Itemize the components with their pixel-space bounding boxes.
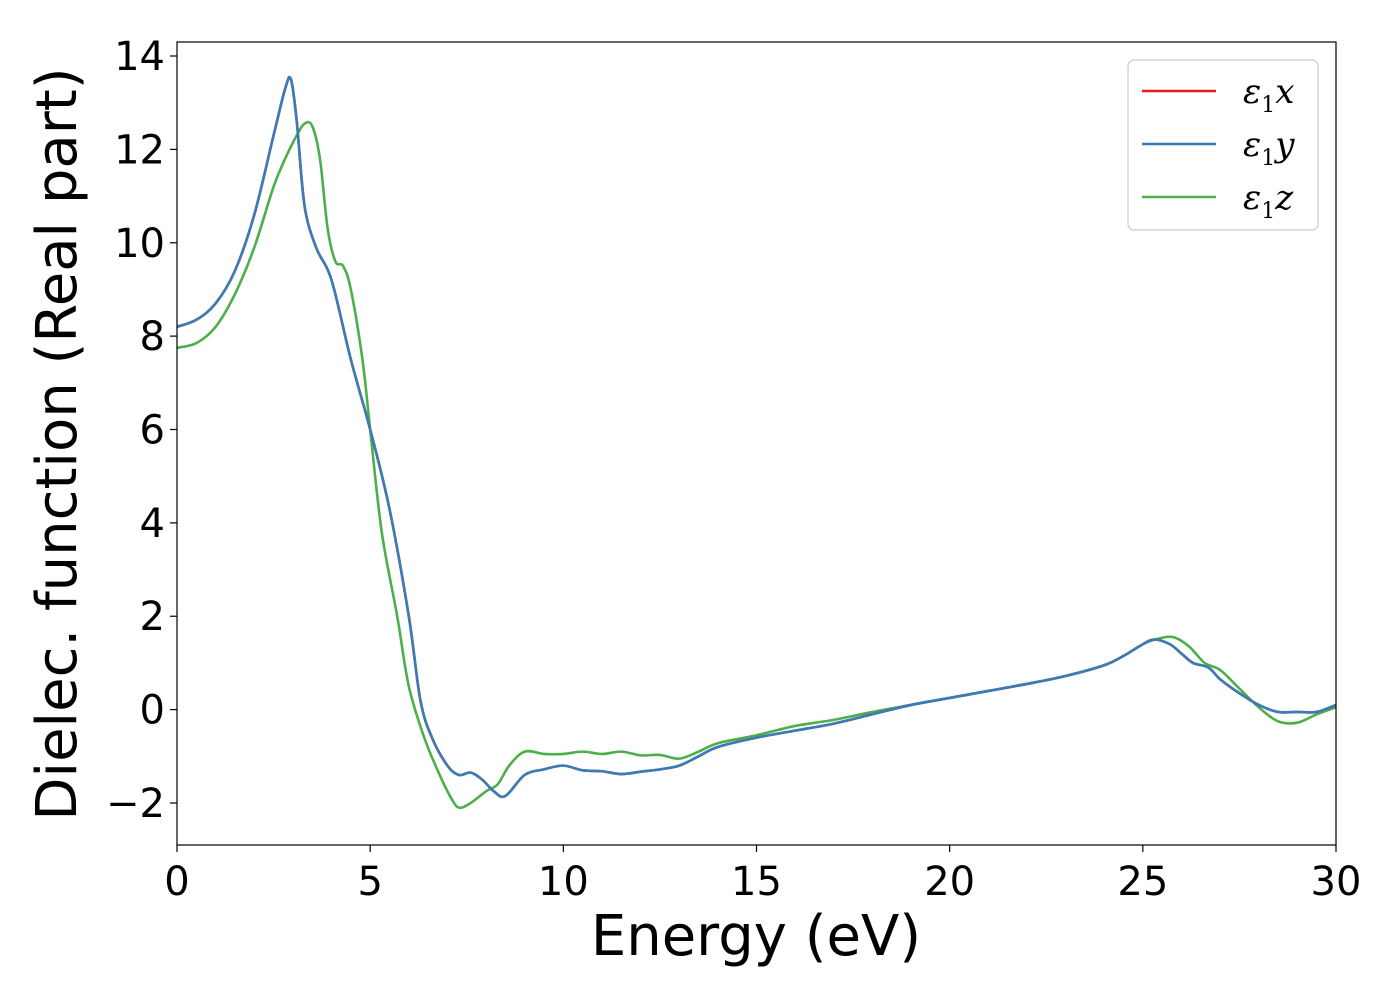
legend-subscript: 1 <box>1261 199 1275 224</box>
y-tick-label: −2 <box>106 781 165 827</box>
y-tick-label: 12 <box>114 127 165 173</box>
y-tick-label: 6 <box>140 407 165 453</box>
legend-label-y: ε1y <box>1243 125 1295 171</box>
legend-label-z: ε1z <box>1243 178 1294 224</box>
y-tick-label: 2 <box>140 594 165 640</box>
x-tick-label: 20 <box>924 859 975 905</box>
x-tick-label: 10 <box>538 859 589 905</box>
series-layer <box>176 75 1337 810</box>
legend-subscript: 1 <box>1261 146 1275 171</box>
series-line-y <box>176 75 1337 799</box>
x-axis-title: Energy (eV) <box>591 904 921 969</box>
x-tick-label: 5 <box>357 859 382 905</box>
x-tick-label: 0 <box>164 859 189 905</box>
y-tick-label: 0 <box>140 688 165 734</box>
legend-box <box>1127 59 1319 231</box>
y-axis-ticks: −2 0 2 4 6 8 10 12 14 <box>106 34 177 827</box>
y-tick-label: 14 <box>114 34 165 80</box>
y-tick-label: 10 <box>114 221 165 267</box>
y-axis-title: Dielec. function (Real part) <box>25 67 90 820</box>
x-tick-label: 15 <box>731 859 782 905</box>
legend-symbol: ε <box>1243 178 1261 218</box>
legend-symbol: ε <box>1243 72 1261 112</box>
legend-component: z <box>1274 178 1294 218</box>
x-tick-label: 25 <box>1117 859 1168 905</box>
y-tick-label: 4 <box>140 501 165 547</box>
x-tick-label: 30 <box>1311 859 1362 905</box>
legend-subscript: 1 <box>1261 93 1275 118</box>
legend-symbol: ε <box>1243 125 1261 165</box>
legend-component: y <box>1273 125 1295 165</box>
x-axis-ticks: 0 5 10 15 20 25 30 <box>164 845 1361 905</box>
legend-label-x: ε1x <box>1243 72 1294 118</box>
y-tick-label: 8 <box>140 314 165 360</box>
legend-component: x <box>1275 72 1294 112</box>
